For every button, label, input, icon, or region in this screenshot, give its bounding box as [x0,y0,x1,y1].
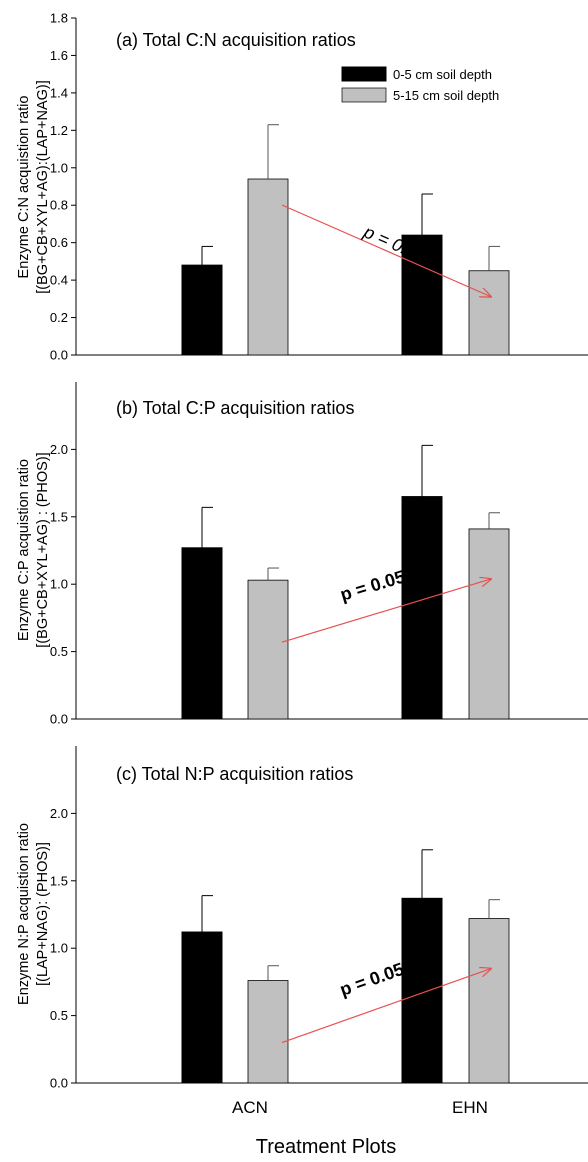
legend-swatch-0-5cm [341,66,387,82]
panel-a-bar-ehn-5-15cm [468,270,510,356]
panel-a-bar-acn-5-15cm [247,178,289,356]
panel-a-marks: 0.0 0.2 0.4 0.6 0.8 1.0 1.2 1.4 1.6 1.8 p = 0.2 [50,11,588,363]
panel-c-bar-ehn-5-15cm [468,918,510,1084]
panel-c: (c) Total N:P acquisition ratios Enzyme … [16,746,588,1091]
panel-b-significance-arrow [281,579,491,643]
panel-c-y-tick-label: 1.0 [50,941,68,956]
panel-b-y-tick-label: 1.5 [50,509,68,524]
panel-a-y-tick-label: 0.2 [50,310,68,325]
panel-c-y-tick-label: 0.0 [50,1076,68,1091]
panel-a-p-value-label: p = 0.2 [360,221,420,262]
legend-label-0-5cm: 0-5 cm soil depth [393,67,492,82]
panel-c-bar-ehn-0-5cm [401,897,443,1084]
panel-b-y-tick-label: 1.0 [50,577,68,592]
panel-a-y-tick-label: 0.8 [50,198,68,213]
panel-b-y-tick-label: 2.0 [50,442,68,457]
panel-a-y-tick-label: 0.6 [50,235,68,250]
panel-a-y-tick-label: 0.4 [50,273,68,288]
panel-b-y-tick-label: 0.5 [50,644,68,659]
panel-b-bar-ehn-5-15cm [468,528,510,720]
panel-a-ylabel-line2: [(BG+CB+XYL+AG):(LAP+NAG)] [35,80,51,294]
panel-a-y-tick-label: 1.2 [50,123,68,138]
panel-b-ylabel-line2: [(BG+CB+XYL+AG) : (PHOS)] [35,452,51,647]
panel-b-y-tick-label: 0.0 [50,712,68,727]
panel-b-bar-ehn-0-5cm [401,496,443,720]
panel-b-ylabel-line1: Enzyme C:P acquistion ratio [16,459,32,641]
panel-a-y-tick-label: 1.8 [50,11,68,26]
panel-a-significance-arrow [281,204,491,297]
panel-c-y-tick-label: 0.5 [50,1008,68,1023]
panel-b-bar-acn-5-15cm [247,579,289,720]
panel-c-y-tick-label: 2.0 [50,806,68,821]
panel-c-marks: 0.0 0.5 1.0 1.5 2.0 p = 0.05 [50,746,588,1091]
panel-b-marks: 0.0 0.5 1.0 1.5 2.0 p = 0.05 [50,382,588,727]
x-category-label-acn: ACN [232,1098,268,1117]
panel-c-bar-acn-5-15cm [247,980,289,1084]
panel-a-bar-ehn-0-5cm [401,234,443,356]
panel-c-y-tick-label: 1.5 [50,873,68,888]
panel-a: (a) Total C:N acquisition ratios Enzyme … [16,11,588,363]
panel-c-p-value-label: p = 0.05 [337,959,406,1000]
panel-a-title: (a) Total C:N acquisition ratios [116,30,356,50]
panel-a-ylabel-line1: Enzyme C:N acquistion ratio [16,96,32,279]
legend-swatch-5-15cm [341,87,387,103]
panel-b-p-value-label: p = 0.05 [338,566,407,604]
panel-b-bar-acn-0-5cm [181,547,223,720]
panel-a-y-tick-label: 1.0 [50,160,68,175]
panel-c-ylabel-line1: Enzyme N:P acquistion ratio [16,823,32,1005]
legend-label-5-15cm: 5-15 cm soil depth [393,88,499,103]
panel-a-bar-acn-0-5cm [181,264,223,356]
panel-a-y-tick-label: 1.4 [50,85,68,100]
panel-c-significance-arrow [281,969,491,1044]
x-category-label-ehn: EHN [452,1098,488,1117]
panel-b: (b) Total C:P acquisition ratios Enzyme … [16,382,588,727]
panel-c-ylabel-line2: [(LAP+NAG): (PHOS)] [35,842,51,986]
panel-b-title: (b) Total C:P acquisition ratios [116,398,354,418]
x-axis-title: Treatment Plots [256,1136,396,1158]
panel-c-bar-acn-0-5cm [181,931,223,1084]
panel-a-y-tick-label: 0.0 [50,348,68,363]
legend: 0-5 cm soil depth 5-15 cm soil depth [341,66,499,103]
panel-c-title: (c) Total N:P acquisition ratios [116,764,353,784]
panel-a-y-tick-label: 1.6 [50,48,68,63]
